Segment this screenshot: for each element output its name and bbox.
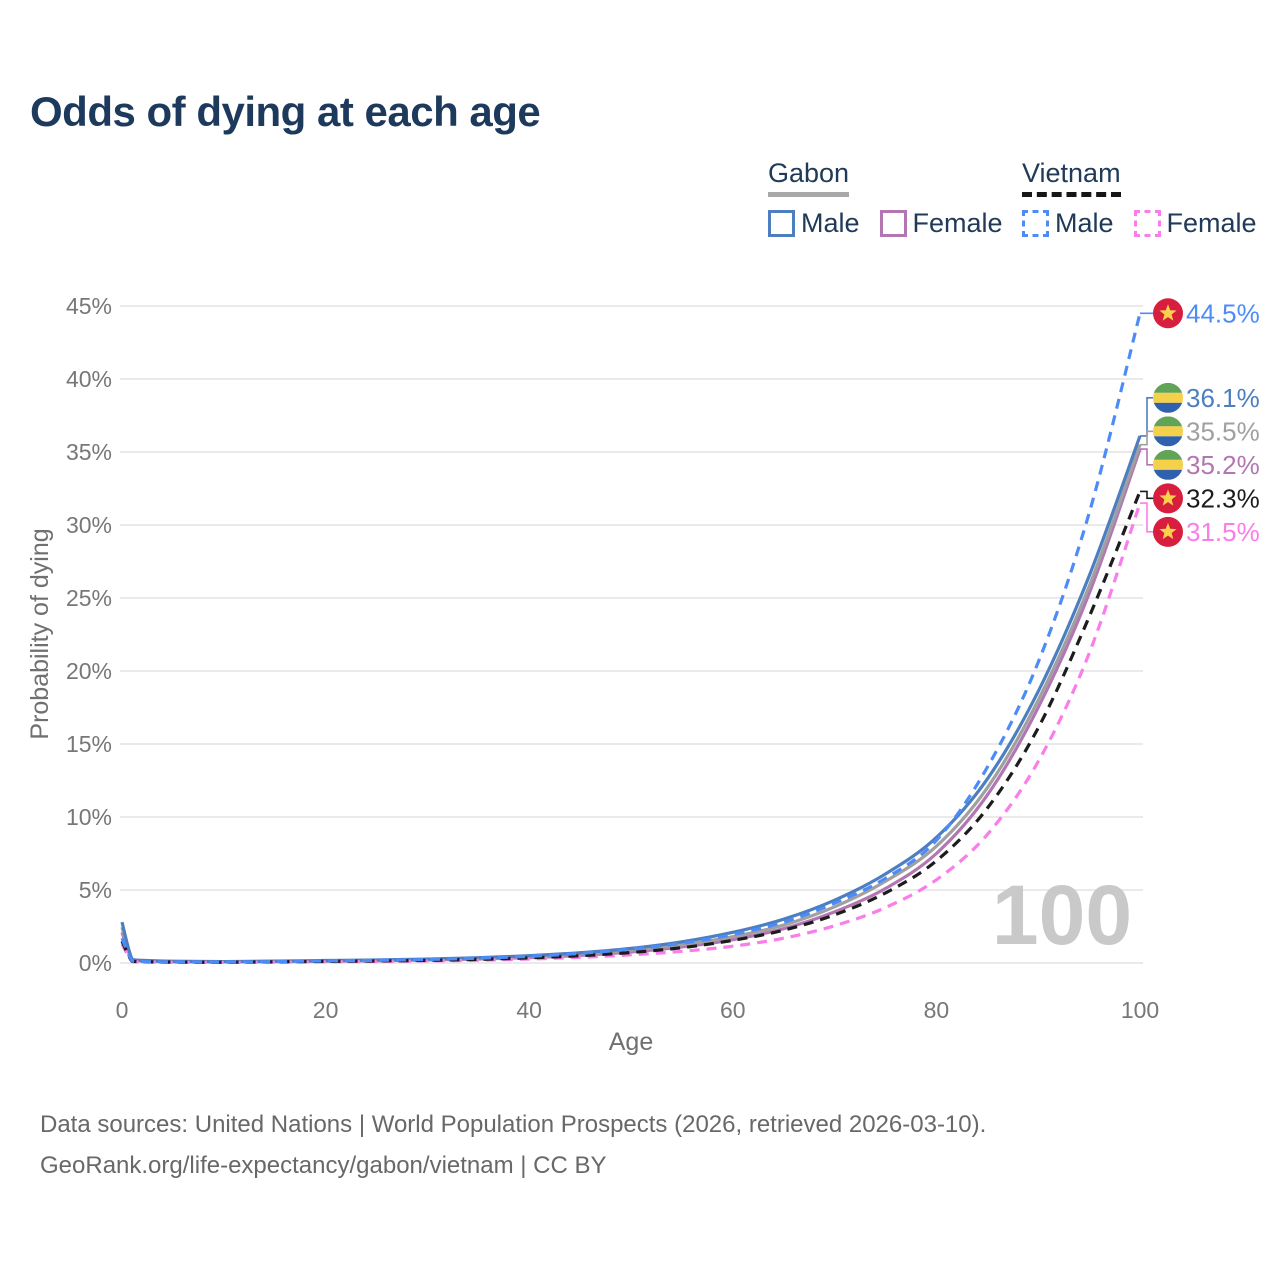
end-value-label: 35.5% bbox=[1186, 416, 1260, 446]
page-title: Odds of dying at each age bbox=[30, 88, 541, 135]
legend: Gabon Male Female Vietnam bbox=[0, 158, 1280, 248]
gabon-flag-icon bbox=[1153, 449, 1183, 480]
legend-swatch-vietnam-male bbox=[1022, 210, 1049, 237]
gabon-flag-icon bbox=[1153, 382, 1183, 413]
series-line-vietnam-male bbox=[120, 312, 1142, 964]
x-tick-label: 100 bbox=[1121, 997, 1159, 1023]
y-axis-title: Probability of dying bbox=[26, 528, 54, 739]
y-tick-label: 0% bbox=[79, 950, 112, 976]
end-value-label: 31.5% bbox=[1186, 517, 1260, 547]
legend-item-vietnam-female: Female bbox=[1133, 208, 1257, 239]
end-label-connector bbox=[1140, 397, 1153, 437]
y-tick-label: 45% bbox=[66, 293, 112, 319]
end-label-connector bbox=[1140, 490, 1153, 500]
series-line-gabon-all bbox=[120, 444, 1142, 964]
end-label-connector bbox=[1140, 502, 1153, 533]
legend-solid-rule bbox=[768, 192, 850, 197]
legend-group-gabon: Gabon Male Female bbox=[768, 158, 1023, 239]
series-line-vietnam-female bbox=[120, 502, 1142, 965]
legend-group-vietnam: Vietnam Male Female bbox=[1022, 158, 1277, 239]
y-tick-label: 30% bbox=[66, 512, 112, 538]
y-tick-label: 40% bbox=[66, 366, 112, 392]
legend-item-vietnam-male: Male bbox=[1022, 208, 1114, 239]
gabon-stripe bbox=[1153, 459, 1183, 470]
gabon-flag-stripes bbox=[1153, 382, 1183, 413]
y-tick-label: 20% bbox=[66, 658, 112, 684]
gabon-stripe bbox=[1153, 416, 1183, 427]
end-value-label: 36.1% bbox=[1186, 383, 1260, 413]
legend-group-label: Gabon bbox=[768, 158, 850, 188]
age-watermark: 100 bbox=[992, 868, 1132, 962]
vietnam-flag-icon bbox=[1153, 483, 1183, 514]
end-value-label: 44.5% bbox=[1186, 298, 1260, 328]
gabon-stripe bbox=[1153, 436, 1183, 447]
y-tick-label: 10% bbox=[66, 804, 112, 830]
legend-group-header: Vietnam bbox=[1022, 158, 1121, 197]
gabon-stripe bbox=[1153, 402, 1183, 413]
vietnam-star bbox=[1159, 522, 1177, 540]
gabon-flag-icon bbox=[1153, 416, 1183, 447]
y-tick-label: 5% bbox=[79, 877, 112, 903]
legend-item-label: Female bbox=[912, 208, 1003, 238]
legend-group-label: Vietnam bbox=[1022, 158, 1121, 188]
vietnam-flag-icon bbox=[1153, 298, 1183, 329]
vietnam-star bbox=[1159, 304, 1177, 321]
gabon-stripe bbox=[1153, 469, 1183, 480]
legend-dashed-rule bbox=[1022, 192, 1121, 197]
x-tick-label: 80 bbox=[924, 997, 950, 1023]
vietnam-flag-icon bbox=[1153, 516, 1183, 547]
x-tick-label: 40 bbox=[516, 997, 542, 1023]
x-tick-label: 60 bbox=[720, 997, 746, 1023]
gabon-stripe bbox=[1153, 392, 1183, 403]
end-value-label: 35.2% bbox=[1186, 450, 1260, 480]
x-tick-label: 20 bbox=[313, 997, 339, 1023]
legend-swatch-gabon-male bbox=[768, 210, 795, 237]
gabon-flag-stripes bbox=[1153, 449, 1183, 480]
legend-swatch-gabon-female bbox=[879, 210, 907, 237]
series-line-gabon-female bbox=[120, 448, 1142, 964]
footer-attribution: GeoRank.org/life-expectancy/gabon/vietna… bbox=[40, 1152, 607, 1179]
y-tick-label: 25% bbox=[66, 585, 112, 611]
legend-swatch-vietnam-female bbox=[1133, 210, 1161, 237]
legend-group-header: Gabon bbox=[768, 158, 850, 197]
legend-item-label: Female bbox=[1166, 208, 1257, 238]
legend-item-label: Male bbox=[801, 208, 860, 238]
end-label-connector bbox=[1140, 448, 1153, 466]
gabon-flag-stripes bbox=[1153, 416, 1183, 447]
vietnam-star bbox=[1159, 489, 1177, 506]
series-line-gabon-male bbox=[120, 435, 1142, 964]
legend-item-gabon-female: Female bbox=[879, 208, 1003, 239]
series-line-vietnam-all bbox=[120, 490, 1142, 964]
gabon-stripe bbox=[1153, 382, 1183, 393]
footer: Data sources: United Nations | World Pop… bbox=[40, 1104, 986, 1186]
gabon-stripe bbox=[1153, 449, 1183, 460]
x-tick-label: 0 bbox=[116, 997, 129, 1023]
gabon-stripe bbox=[1153, 426, 1183, 437]
legend-item-gabon-male: Male bbox=[768, 208, 860, 239]
legend-item-label: Male bbox=[1055, 208, 1114, 238]
x-axis-title: Age bbox=[609, 1028, 653, 1056]
end-label-connector bbox=[1140, 430, 1153, 446]
y-tick-label: 15% bbox=[66, 731, 112, 757]
footer-data-sources: Data sources: United Nations | World Pop… bbox=[40, 1111, 987, 1138]
y-tick-label: 35% bbox=[66, 439, 112, 465]
end-value-label: 32.3% bbox=[1186, 483, 1260, 513]
